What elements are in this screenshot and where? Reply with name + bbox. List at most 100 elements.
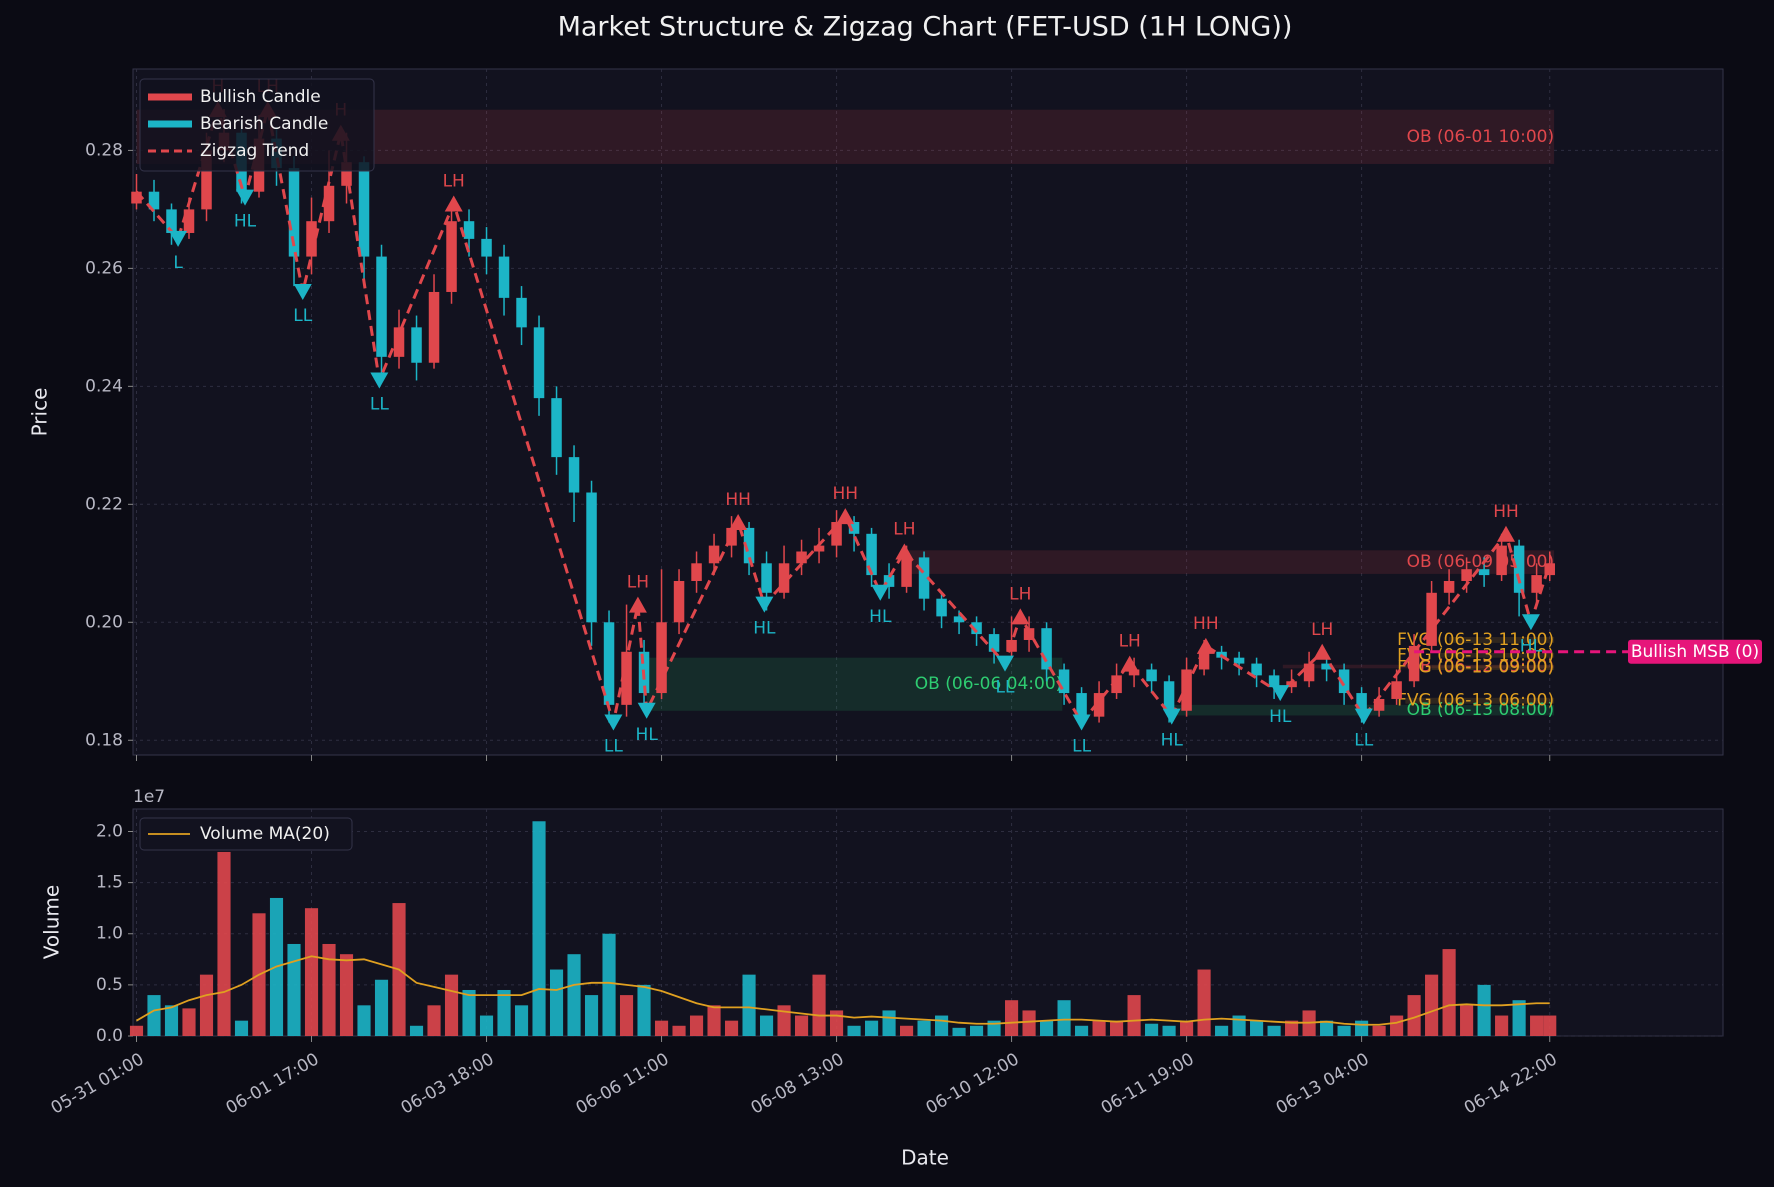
candle-body [883,575,895,587]
legend-box [139,817,353,851]
volume-bar [602,933,616,1036]
candle-body [953,616,965,623]
pivot-label: HL [1269,707,1292,727]
candle-body [673,580,685,623]
y-tick-label: 0.22 [85,494,123,514]
zone [1405,697,1555,704]
candle-body [813,545,825,552]
candle-body [1496,545,1507,576]
pivot-label: HL [753,619,776,639]
candle-body [481,238,492,257]
candle-body [1426,592,1437,646]
volume-bar [759,1015,774,1036]
zone-label: FVG (06-13 06:00) [1397,691,1554,711]
volume-bar [952,1027,966,1036]
volume-bar [1337,1025,1351,1036]
volume-bar [497,989,511,1036]
candle-body [586,492,597,623]
volume-bar [549,969,564,1036]
candle-body [1146,669,1157,682]
volume-bar [864,1020,879,1036]
volume-bar [794,1015,809,1036]
candle-body [411,327,422,363]
pivot-label: HL [636,725,659,745]
pivot-marker [1521,614,1540,631]
candle-body [656,622,667,694]
pivot-marker [236,189,255,206]
candle-body [831,522,842,546]
pivot-label: LH [1009,584,1031,604]
candle-body [393,327,405,357]
volume-bar [1267,1025,1281,1036]
plot-area [132,68,1724,756]
candle-body [166,209,177,233]
candle-body [796,551,807,564]
y-axis-label: Volume [40,885,64,959]
volume-bar [532,821,546,1036]
candle-body [761,563,772,593]
zone [1440,652,1555,658]
volume-bar [935,1015,949,1036]
pivot-marker [755,596,774,613]
candle-body [1303,663,1315,682]
volume-bar [1512,1000,1526,1036]
candle-body [183,209,195,233]
pivot-label: HH [725,490,751,510]
volume-bar [1005,1000,1019,1036]
volume-bar [882,1010,896,1036]
candle-body [848,522,860,534]
candle-body [936,598,947,617]
candle-body [1268,675,1280,688]
pivot-marker [871,584,890,601]
pivot-marker [1120,655,1139,672]
candle-body [1251,663,1262,676]
candle-body [323,185,335,222]
volume-bar [1425,974,1439,1036]
candle-body [971,622,982,635]
candle-body [1461,569,1472,581]
volume-bar [234,1020,249,1036]
candle-body [1181,669,1192,711]
candle-body [708,545,720,564]
candle-body [1233,657,1245,664]
volume-bar [1215,1025,1229,1036]
volume-bar [182,1008,196,1036]
zone [1431,665,1555,671]
pivot-marker [1162,708,1181,725]
y-tick-label: 0.28 [85,140,123,160]
volume-bar [409,1025,424,1036]
candle-body [1338,669,1350,694]
pivot-marker [604,714,623,731]
y-tick-label: 1.0 [96,924,123,944]
candle-body [866,533,877,576]
candle-body [376,256,387,357]
pivot-marker [293,283,312,300]
volume-bar [217,851,231,1036]
pivot-label: LH [443,171,465,191]
volume-bar [1022,1010,1036,1036]
candle-body [1531,575,1542,593]
volume-bar [427,1005,441,1036]
candle-body [1408,645,1420,682]
pivot-label: LL [996,678,1015,698]
candle-body [446,221,457,292]
volume-bar [829,1010,844,1036]
volume-bar [1390,1015,1404,1036]
candle-body [533,327,545,399]
legend-label: Zigzag Trend [200,141,309,161]
legend-label: Bearish Candle [200,114,328,134]
candle-body [1093,693,1105,717]
volume-bar [812,974,826,1036]
pivot-marker [1354,708,1373,725]
candle-body [1041,628,1052,670]
zone-label: OB (06-12 09:00) [1407,657,1555,677]
candle-body [1391,681,1402,699]
pivot-label: LH [893,520,915,540]
pivot-marker [1196,637,1215,654]
y-tick-label: 0.0 [96,1026,123,1046]
y-tick-label: 0.20 [85,612,123,632]
candle-body [131,191,142,204]
candle-body [498,256,510,298]
candle-body [1373,698,1385,711]
pivot-marker [1313,643,1332,660]
